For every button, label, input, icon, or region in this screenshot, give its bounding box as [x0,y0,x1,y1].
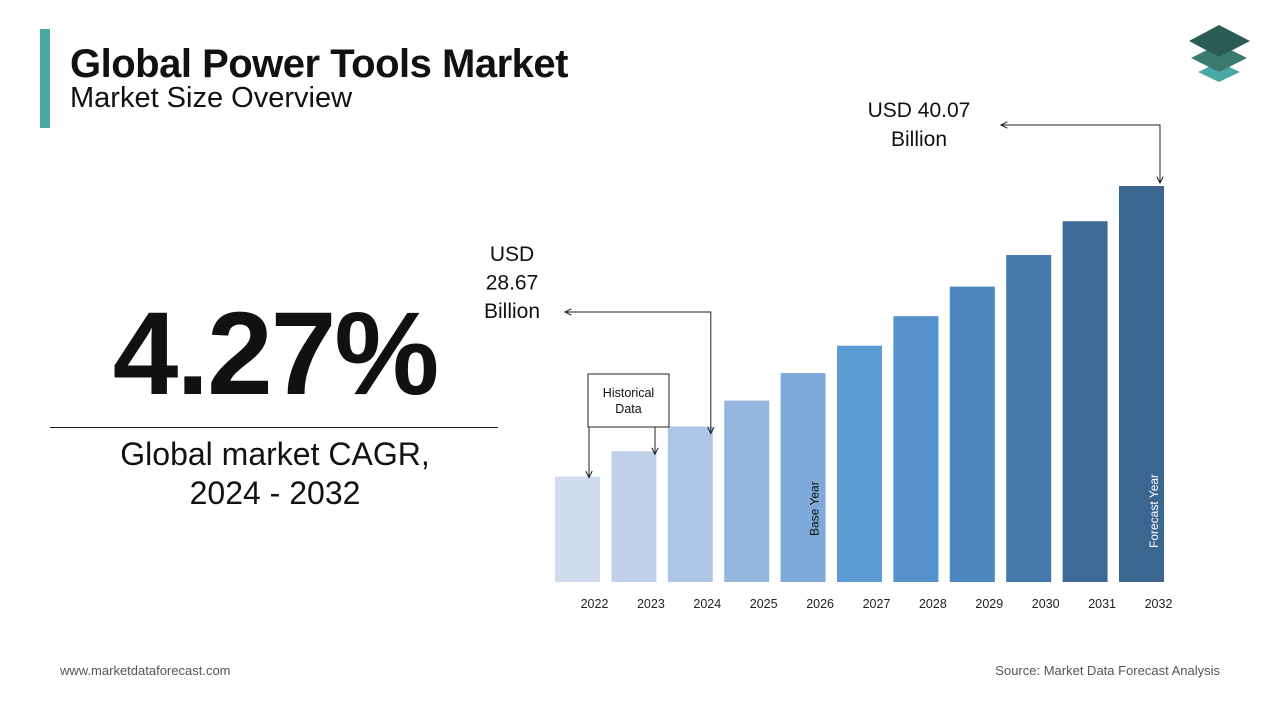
cagr-value: 4.27% [112,288,440,420]
x-tick-label: 2026 [806,597,834,611]
end-value-line: Billion [891,128,947,151]
bar-2022 [555,476,600,582]
page-title: Global Power Tools Market [70,42,568,86]
forecast-year-label: Forecast Year [1147,474,1161,548]
historical-data-line: Data [615,402,641,416]
title-accent-bar [40,29,50,128]
start-value-line: USD [490,243,534,266]
start-value-line: Billion [484,300,540,323]
bar-2028 [893,316,939,582]
end-value-line: USD 40.07 [868,99,971,122]
historical-data-line: Historical [603,386,654,400]
bar-2026 [780,373,826,582]
x-tick-label: 2032 [1145,597,1173,611]
page-subtitle: Market Size Overview [70,82,353,114]
x-tick-label: 2030 [1032,597,1060,611]
bar-2030 [1006,254,1052,582]
x-tick-label: 2029 [975,597,1003,611]
bar-2027 [837,345,882,582]
footer-website: www.marketdataforecast.com [60,663,231,678]
historical-data-label: Historical Data [603,386,654,416]
start-value-line: 28.67 [486,272,539,295]
bar-2025 [724,400,770,582]
start-value-label: USD 28.67 Billion [484,243,540,323]
brand-logo-icon [1189,25,1250,82]
historical-data-box [587,373,670,428]
bar-2032 [1119,186,1164,582]
x-tick-label: 2027 [863,597,891,611]
bar-2029 [949,286,995,582]
x-tick-label: 2023 [637,597,665,611]
bar-2023 [611,451,657,582]
bar-2024 [667,426,713,582]
x-tick-label: 2022 [581,597,609,611]
x-tick-label: 2025 [750,597,778,611]
base-year-label: Base Year [808,481,822,536]
end-value-arrow [1001,125,1160,183]
x-tick-label: 2031 [1088,597,1116,611]
footer-source: Source: Market Data Forecast Analysis [995,663,1220,678]
cagr-label-line1: Global market CAGR, [120,436,430,472]
end-value-label: USD 40.07 Billion [868,99,971,151]
cagr-label: Global market CAGR, 2024 - 2032 [50,435,500,513]
cagr-divider [50,427,498,428]
x-tick-label: 2028 [919,597,947,611]
bar-2031 [1062,221,1108,582]
cagr-label-line2: 2024 - 2032 [189,475,361,511]
start-value-arrow [565,312,711,434]
x-tick-label: 2024 [693,597,721,611]
